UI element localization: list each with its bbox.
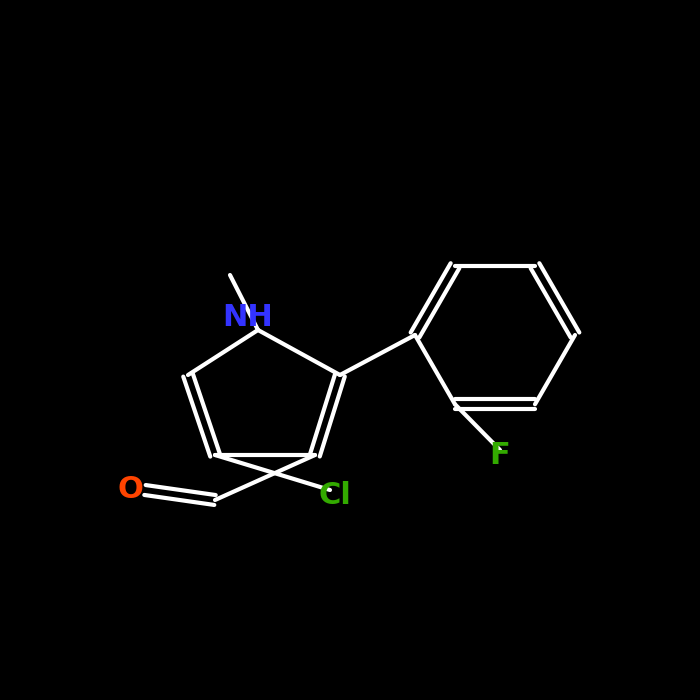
Text: F: F	[489, 440, 510, 470]
Text: Cl: Cl	[318, 480, 351, 510]
Text: O: O	[117, 475, 143, 505]
Text: NH: NH	[223, 304, 274, 332]
